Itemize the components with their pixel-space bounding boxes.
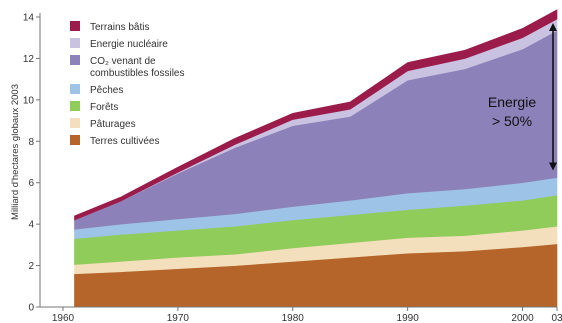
x-tick-label: 2000	[511, 313, 534, 323]
legend-swatch-terres-cultivees	[70, 135, 80, 145]
y-tick-label: 4	[28, 220, 34, 231]
annotation-arrow-head-up	[549, 23, 557, 31]
annotation-text-line: Energie	[488, 94, 536, 110]
legend-label-peches: Pêches	[90, 85, 123, 96]
stacked-areas	[74, 9, 558, 308]
y-tick-label: 6	[28, 178, 34, 189]
legend-swatch-forets	[70, 101, 80, 111]
y-tick-label: 12	[23, 54, 35, 65]
legend-swatch-terrains-batis	[70, 21, 80, 31]
annotation-arrow-head-down	[549, 162, 557, 171]
area-terrains-batis	[74, 9, 558, 221]
x-tick-label: 1990	[397, 313, 420, 323]
x-tick-label: 1970	[167, 313, 190, 323]
y-axis-label: Milliard d'hectares globaux 2003	[10, 84, 21, 220]
legend-label-forets: Forêts	[90, 102, 118, 113]
legend-swatch-paturages	[70, 118, 80, 128]
legend-label-terres-cultivees: Terres cultivées	[90, 136, 159, 147]
legend-label-co-venant-de-combustibles-fossiles: CO₂ venant de combustibles fossiles	[90, 56, 184, 79]
x-tick-label: 03	[551, 313, 562, 323]
legend: Terrains bâtis Energie nucléaire CO₂ venan…	[70, 21, 184, 147]
x-tick-label: 1960	[52, 313, 75, 323]
y-tick-label: 10	[23, 95, 35, 106]
legend-swatch-peches	[70, 84, 80, 94]
axes: 0 2 4 6 8 10 12 14 1960 1970 1980 1990 2000 03	[23, 13, 562, 323]
y-tick-label: 0	[28, 303, 34, 314]
y-tick-label: 2	[28, 261, 34, 272]
legend-label-energie-nucleaire: Energie nucléaire	[90, 39, 168, 50]
legend-swatch-co-venant-de-combustibles-fossiles	[70, 55, 80, 65]
legend-label-paturages: Pâturages	[90, 119, 136, 130]
y-tick-label: 8	[28, 137, 34, 148]
annotation-text-line: > 50%	[492, 113, 532, 129]
energy-annotation: Energie > 50%	[488, 23, 557, 171]
legend-swatch-energie-nucleaire	[70, 38, 80, 48]
legend-label-terrains-batis: Terrains bâtis	[90, 22, 149, 33]
y-tick-label: 14	[23, 13, 35, 24]
x-tick-label: 1980	[282, 313, 305, 323]
